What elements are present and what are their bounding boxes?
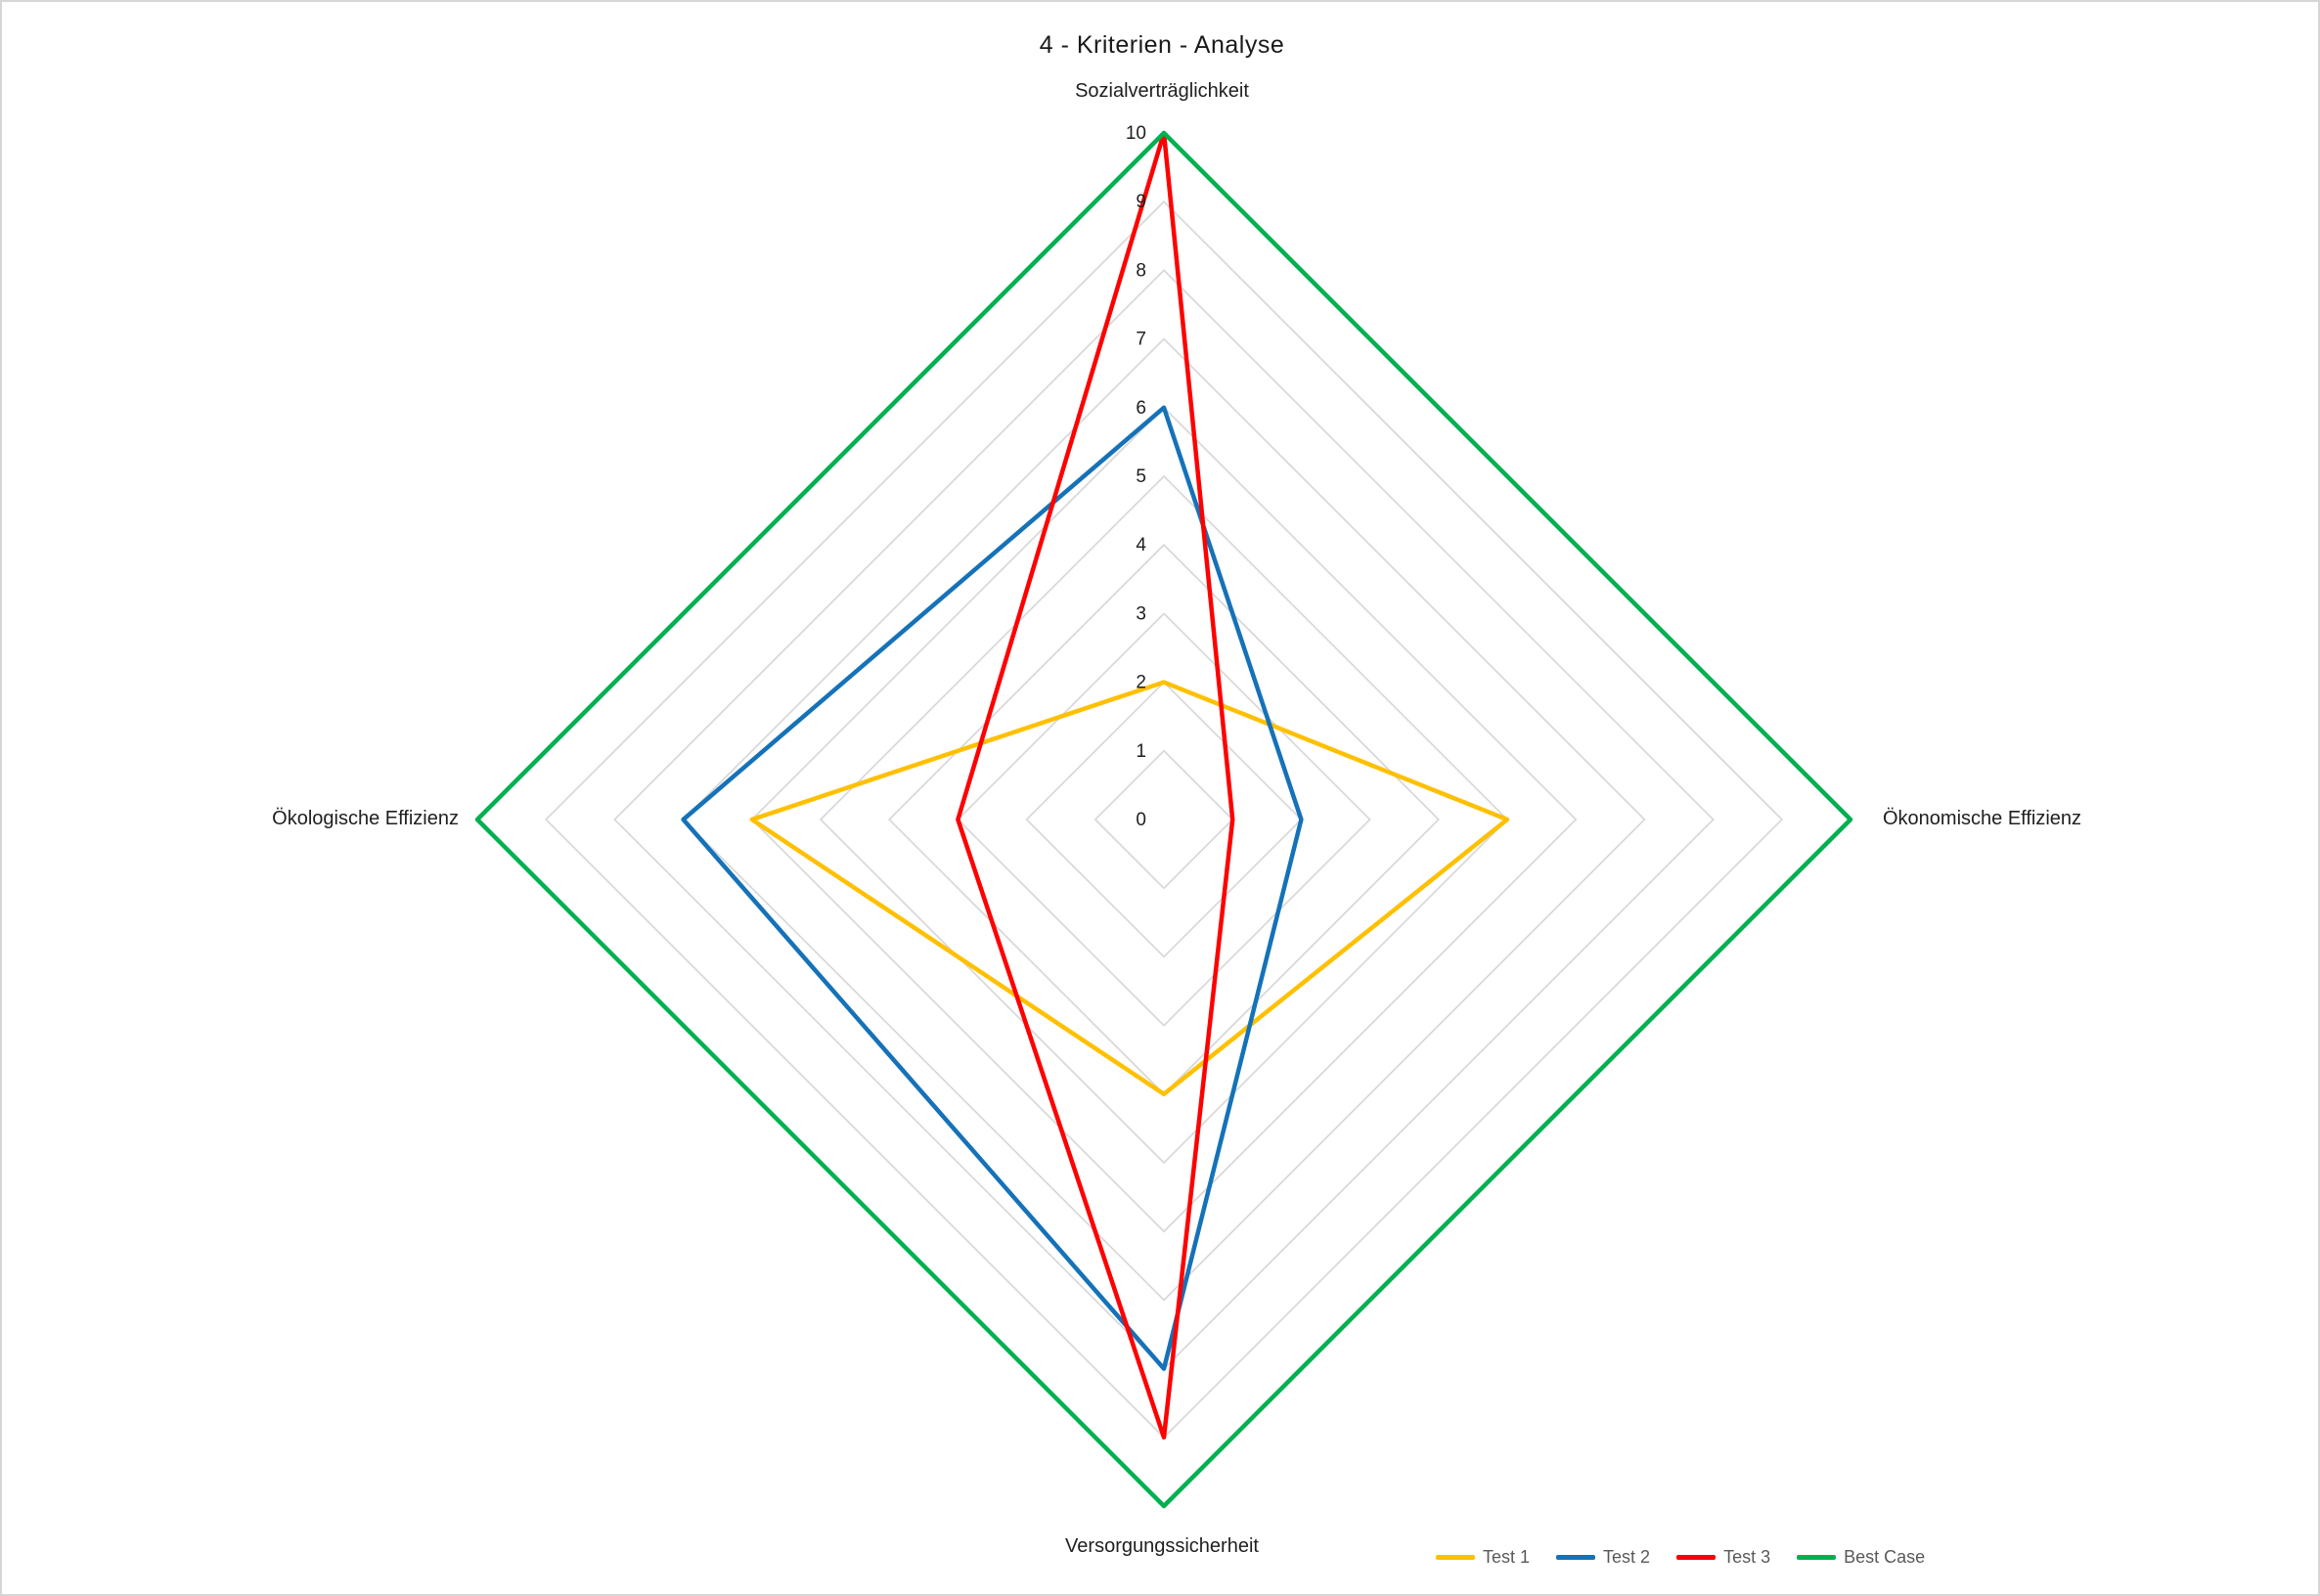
legend: Test 1 Test 2 Test 3 Best Case xyxy=(1436,1547,1925,1568)
tick-label-9: 9 xyxy=(1136,192,1146,212)
tick-label-0: 0 xyxy=(1136,810,1146,830)
radar-gridline-1 xyxy=(1093,749,1234,890)
radar-series-test-2 xyxy=(681,405,1304,1371)
tick-label-1: 1 xyxy=(1136,741,1146,762)
legend-item-test-2: Test 2 xyxy=(1556,1547,1650,1568)
tick-label-6: 6 xyxy=(1136,398,1146,419)
axis-label-sozialvertraeglichkeit: Sozialverträglichkeit xyxy=(1075,80,1249,102)
tick-label-5: 5 xyxy=(1136,466,1146,487)
radar-gridline-5 xyxy=(819,474,1509,1165)
legend-line-icon-best-case xyxy=(1797,1555,1837,1560)
legend-line-icon-test-1 xyxy=(1436,1555,1475,1560)
radar-gridline-6 xyxy=(750,406,1578,1233)
radar-gridline-8 xyxy=(613,269,1715,1370)
legend-item-test-1: Test 1 xyxy=(1436,1547,1530,1568)
legend-item-test-3: Test 3 xyxy=(1676,1547,1770,1568)
chart-title: 4 - Kriterien - Analyse xyxy=(1039,31,1285,59)
tick-label-3: 3 xyxy=(1136,603,1146,624)
axis-label-oekonomische-effizienz: Ökonomische Effizienz xyxy=(1883,808,2082,829)
legend-line-icon-test-3 xyxy=(1676,1555,1717,1560)
radar-gridline-9 xyxy=(544,200,1784,1440)
tick-label-8: 8 xyxy=(1136,260,1146,281)
radar-series-best-case xyxy=(474,130,1853,1509)
legend-label-test-2: Test 2 xyxy=(1603,1547,1651,1567)
legend-line-icon-test-2 xyxy=(1556,1555,1596,1560)
legend-item-best-case: Best Case xyxy=(1797,1547,1925,1568)
axis-label-versorgungssicherheit: Versorgungssicherheit xyxy=(1065,1535,1259,1557)
tick-label-10: 10 xyxy=(1126,123,1146,144)
radar-series-test-1 xyxy=(749,680,1510,1097)
radar-gridline-4 xyxy=(887,543,1441,1096)
legend-label-best-case: Best Case xyxy=(1844,1547,1926,1567)
axis-label-oekologische-effizienz: Ökologische Effizienz xyxy=(272,808,459,829)
radar-gridline-3 xyxy=(957,612,1371,1027)
radar-gridline-7 xyxy=(682,337,1646,1302)
tick-label-4: 4 xyxy=(1136,535,1146,555)
legend-label-test-1: Test 1 xyxy=(1483,1547,1531,1567)
tick-label-2: 2 xyxy=(1136,673,1146,693)
tick-label-7: 7 xyxy=(1136,330,1146,350)
radar-gridline-2 xyxy=(1025,681,1303,958)
radar-series-test-3 xyxy=(956,130,1235,1441)
legend-label-test-3: Test 3 xyxy=(1723,1547,1771,1567)
